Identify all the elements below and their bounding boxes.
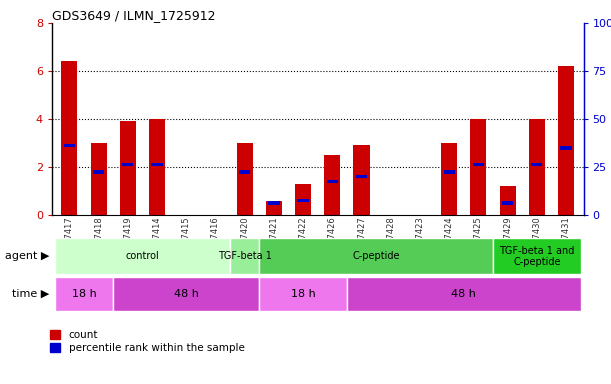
Text: control: control <box>126 251 159 262</box>
Bar <box>324 155 340 215</box>
Text: C-peptide: C-peptide <box>353 251 400 262</box>
Text: 48 h: 48 h <box>452 289 476 299</box>
Bar <box>259 238 493 274</box>
Text: TGF-beta 1: TGF-beta 1 <box>218 251 272 262</box>
Bar <box>152 163 163 166</box>
Bar <box>473 163 484 166</box>
Text: 18 h: 18 h <box>71 289 97 299</box>
Bar <box>236 143 253 215</box>
Legend: count, percentile rank within the sample: count, percentile rank within the sample <box>48 328 247 355</box>
Bar <box>298 199 309 202</box>
Bar <box>239 170 251 174</box>
Bar <box>113 277 259 311</box>
Bar <box>268 201 279 205</box>
Bar <box>441 143 457 215</box>
Bar <box>347 277 580 311</box>
Bar <box>230 238 259 274</box>
Text: agent ▶: agent ▶ <box>4 251 49 262</box>
Bar <box>295 184 311 215</box>
Bar <box>55 238 230 274</box>
Text: TGF-beta 1 and
C-peptide: TGF-beta 1 and C-peptide <box>499 245 574 267</box>
Bar <box>470 119 486 215</box>
Bar <box>327 180 338 183</box>
Bar <box>149 119 165 215</box>
Text: 18 h: 18 h <box>291 289 315 299</box>
Bar <box>356 175 367 179</box>
Bar <box>560 146 572 150</box>
Text: 48 h: 48 h <box>174 289 199 299</box>
Bar <box>493 238 580 274</box>
Bar <box>120 121 136 215</box>
Bar <box>502 201 513 205</box>
Bar <box>500 186 516 215</box>
Bar <box>529 119 545 215</box>
Text: time ▶: time ▶ <box>12 289 49 299</box>
Bar <box>122 163 133 166</box>
Bar <box>55 277 113 311</box>
Bar <box>64 144 75 147</box>
Bar <box>93 170 104 174</box>
Bar <box>531 163 543 166</box>
Bar <box>259 277 347 311</box>
Bar <box>444 170 455 174</box>
Bar <box>62 61 78 215</box>
Bar <box>266 200 282 215</box>
Text: GDS3649 / ILMN_1725912: GDS3649 / ILMN_1725912 <box>52 9 216 22</box>
Bar <box>558 66 574 215</box>
Bar <box>354 146 370 215</box>
Bar <box>90 143 107 215</box>
